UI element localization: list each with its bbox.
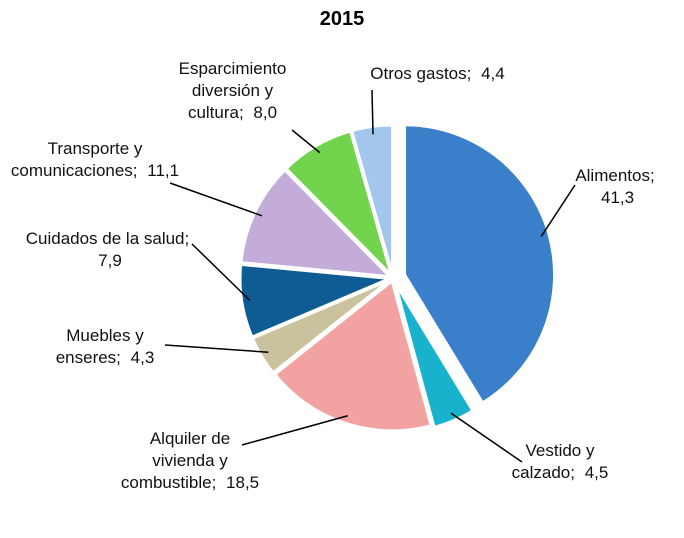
slice-label: Alquiler de vivienda y combustible; 18,5 xyxy=(120,428,260,494)
leader-line xyxy=(371,89,374,135)
slice-category: Transporte y comunicaciones; xyxy=(10,139,143,180)
slice-value: 4,5 xyxy=(584,463,609,482)
slice-label: Cuidados de la salud; 7,9 xyxy=(20,228,195,272)
slice-category: Cuidados de la salud; xyxy=(25,229,190,248)
leader-line xyxy=(164,344,269,353)
pie-slice xyxy=(239,167,395,279)
leader-line xyxy=(169,182,263,217)
slice-label: Transporte y comunicaciones; 11,1 xyxy=(10,138,180,182)
slice-value: 8,0 xyxy=(253,103,278,122)
leader-line xyxy=(291,129,321,154)
slice-value: 18,5 xyxy=(226,473,260,492)
slice-value: 41,3 xyxy=(600,188,635,207)
slice-category: Alimentos; xyxy=(575,166,655,185)
slice-category: Alquiler de vivienda y combustible; xyxy=(120,429,231,492)
slice-category: Otros gastos; xyxy=(370,64,472,83)
leader-line xyxy=(241,415,348,446)
leader-line xyxy=(191,243,251,301)
slice-value: 11,1 xyxy=(147,161,180,180)
slice-value: 4,3 xyxy=(130,348,155,367)
slice-label: Vestido y calzado; 4,5 xyxy=(500,440,620,484)
slice-category: Vestido y calzado; xyxy=(511,441,595,482)
slice-label: Alimentos; 41,3 xyxy=(560,165,670,209)
slice-label: Otros gastos; 4,4 xyxy=(365,63,510,85)
pie-slice xyxy=(403,123,557,405)
slice-label: Muebles y enseres; 4,3 xyxy=(40,325,170,369)
pie-slice xyxy=(393,281,476,430)
leader-line xyxy=(540,184,576,237)
slice-label: Esparcimiento diversión y cultura; 8,0 xyxy=(165,58,300,124)
slice-category: Muebles y enseres; xyxy=(55,326,144,367)
slice-category: Esparcimiento diversión y cultura; xyxy=(178,59,287,122)
pie-slice xyxy=(349,123,395,276)
chart-title: 2015 xyxy=(319,8,365,30)
leader-line xyxy=(450,412,523,463)
slice-value: 4,4 xyxy=(481,64,505,83)
pie-slice xyxy=(272,278,434,433)
pie-slice xyxy=(238,262,391,340)
slice-value: 7,9 xyxy=(98,251,122,270)
